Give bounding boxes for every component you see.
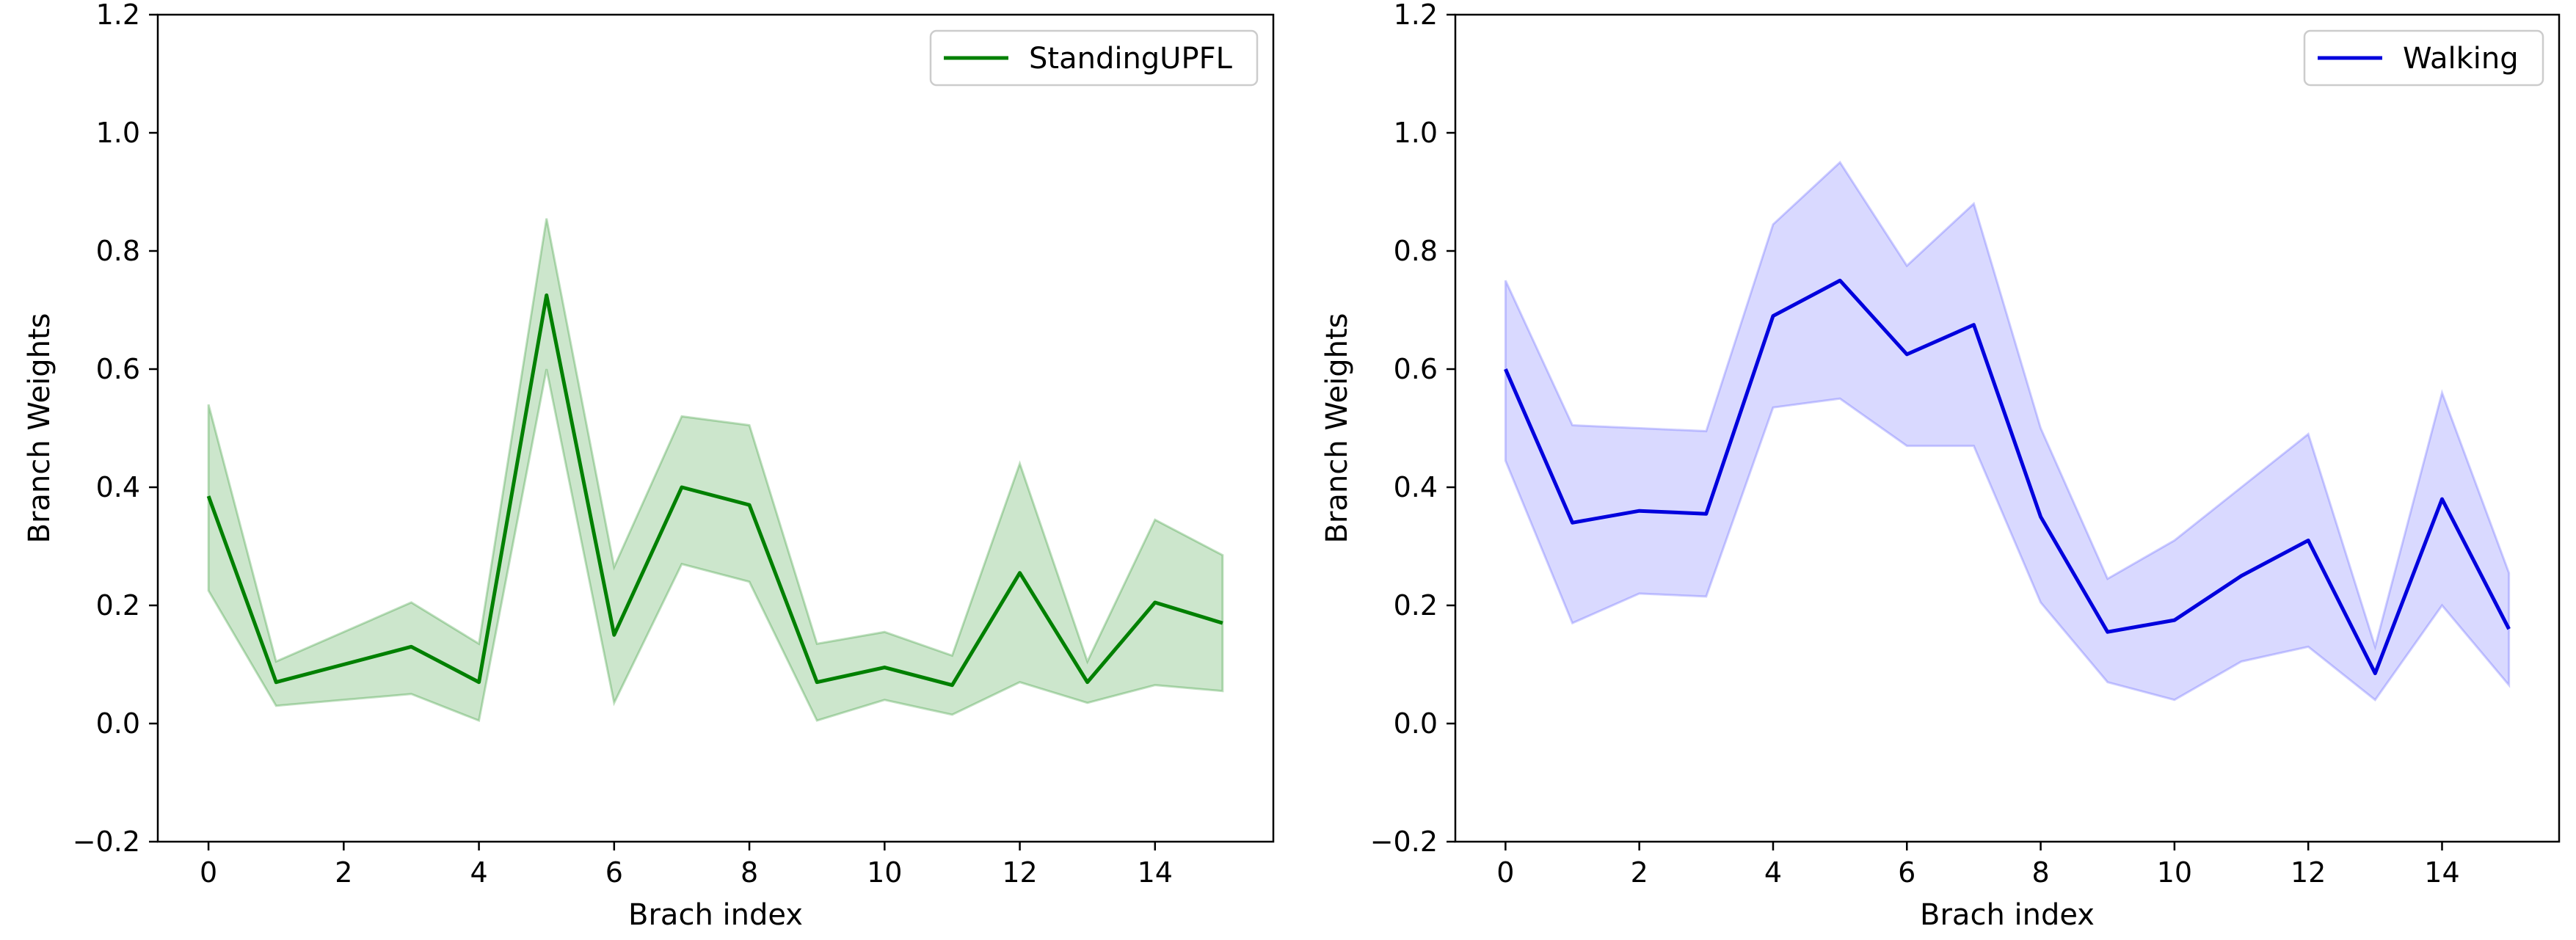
x-tick-label: 2	[335, 856, 352, 889]
y-axis-label: Branch Weights	[23, 313, 57, 543]
x-tick-label: 8	[2031, 856, 2049, 889]
x-tick-label: 14	[1138, 856, 1173, 889]
x-tick-label: 6	[1898, 856, 1915, 889]
x-tick-label: 4	[470, 856, 487, 889]
series-line-0	[1504, 278, 2511, 676]
x-tick-label: 12	[1002, 856, 1037, 889]
x-tick-label: 6	[605, 856, 623, 889]
legend: Walking	[2303, 29, 2544, 87]
x-tick-label: 8	[741, 856, 758, 889]
y-tick-label: 0.6	[96, 353, 140, 385]
confidence-band-0	[1504, 160, 2511, 702]
y-tick-label: −0.2	[73, 826, 140, 858]
confidence-band-0	[207, 218, 1224, 723]
y-tick-label: 1.2	[96, 0, 140, 31]
x-tick-label: 14	[2424, 856, 2459, 889]
axes-frame	[156, 13, 1275, 843]
y-tick-label: 1.0	[1394, 117, 1438, 149]
y-tick-label: −0.2	[1370, 826, 1438, 858]
y-tick-label: 0.0	[96, 707, 140, 740]
left-chart-panel: 0 2 4 6 8 10 12 14 −0.2 0.0 0.2 0.4 0.6 0.8 1.0 1.2 Brac…	[23, 0, 1275, 932]
x-axis-label: Brach index	[1920, 898, 2095, 932]
x-tick-label: 4	[1764, 856, 1782, 889]
x-tick-label: 10	[867, 856, 902, 889]
y-tick-label: 0.8	[1394, 235, 1438, 267]
x-tick-label: 2	[1631, 856, 1648, 889]
y-tick-label: 0.4	[1394, 471, 1438, 503]
series-line-0	[206, 293, 1223, 688]
x-tick-label: 10	[2157, 856, 2192, 889]
legend-box	[2303, 29, 2544, 87]
x-tick-label: 0	[200, 856, 217, 889]
x-axis-label: Brach index	[628, 898, 803, 932]
x-tick-label: 0	[1496, 856, 1514, 889]
right-chart-panel: 0 2 4 6 8 10 12 14 −0.2 0.0 0.2 0.4 0.6 0.8 1.0 1.2 Brac…	[1320, 0, 2561, 932]
y-tick-label: 0.6	[1394, 353, 1438, 385]
y-tick-label: 0.2	[1394, 589, 1438, 622]
y-tick-label: 1.2	[1394, 0, 1438, 31]
legend: StandingUPFL	[929, 29, 1259, 87]
x-tick-label: 12	[2291, 856, 2326, 889]
y-tick-label: 0.0	[1394, 707, 1438, 740]
legend-box	[929, 29, 1259, 87]
legend-label: StandingUPFL	[1029, 42, 1233, 76]
legend-label: Walking	[2403, 42, 2519, 76]
y-axis-label: Branch Weights	[1320, 313, 1354, 543]
y-tick-label: 0.2	[96, 589, 140, 622]
y-tick-label: 1.0	[96, 117, 140, 149]
axes-frame	[1454, 13, 2561, 843]
y-tick-label: 0.8	[96, 235, 140, 267]
y-tick-label: 0.4	[96, 471, 140, 503]
